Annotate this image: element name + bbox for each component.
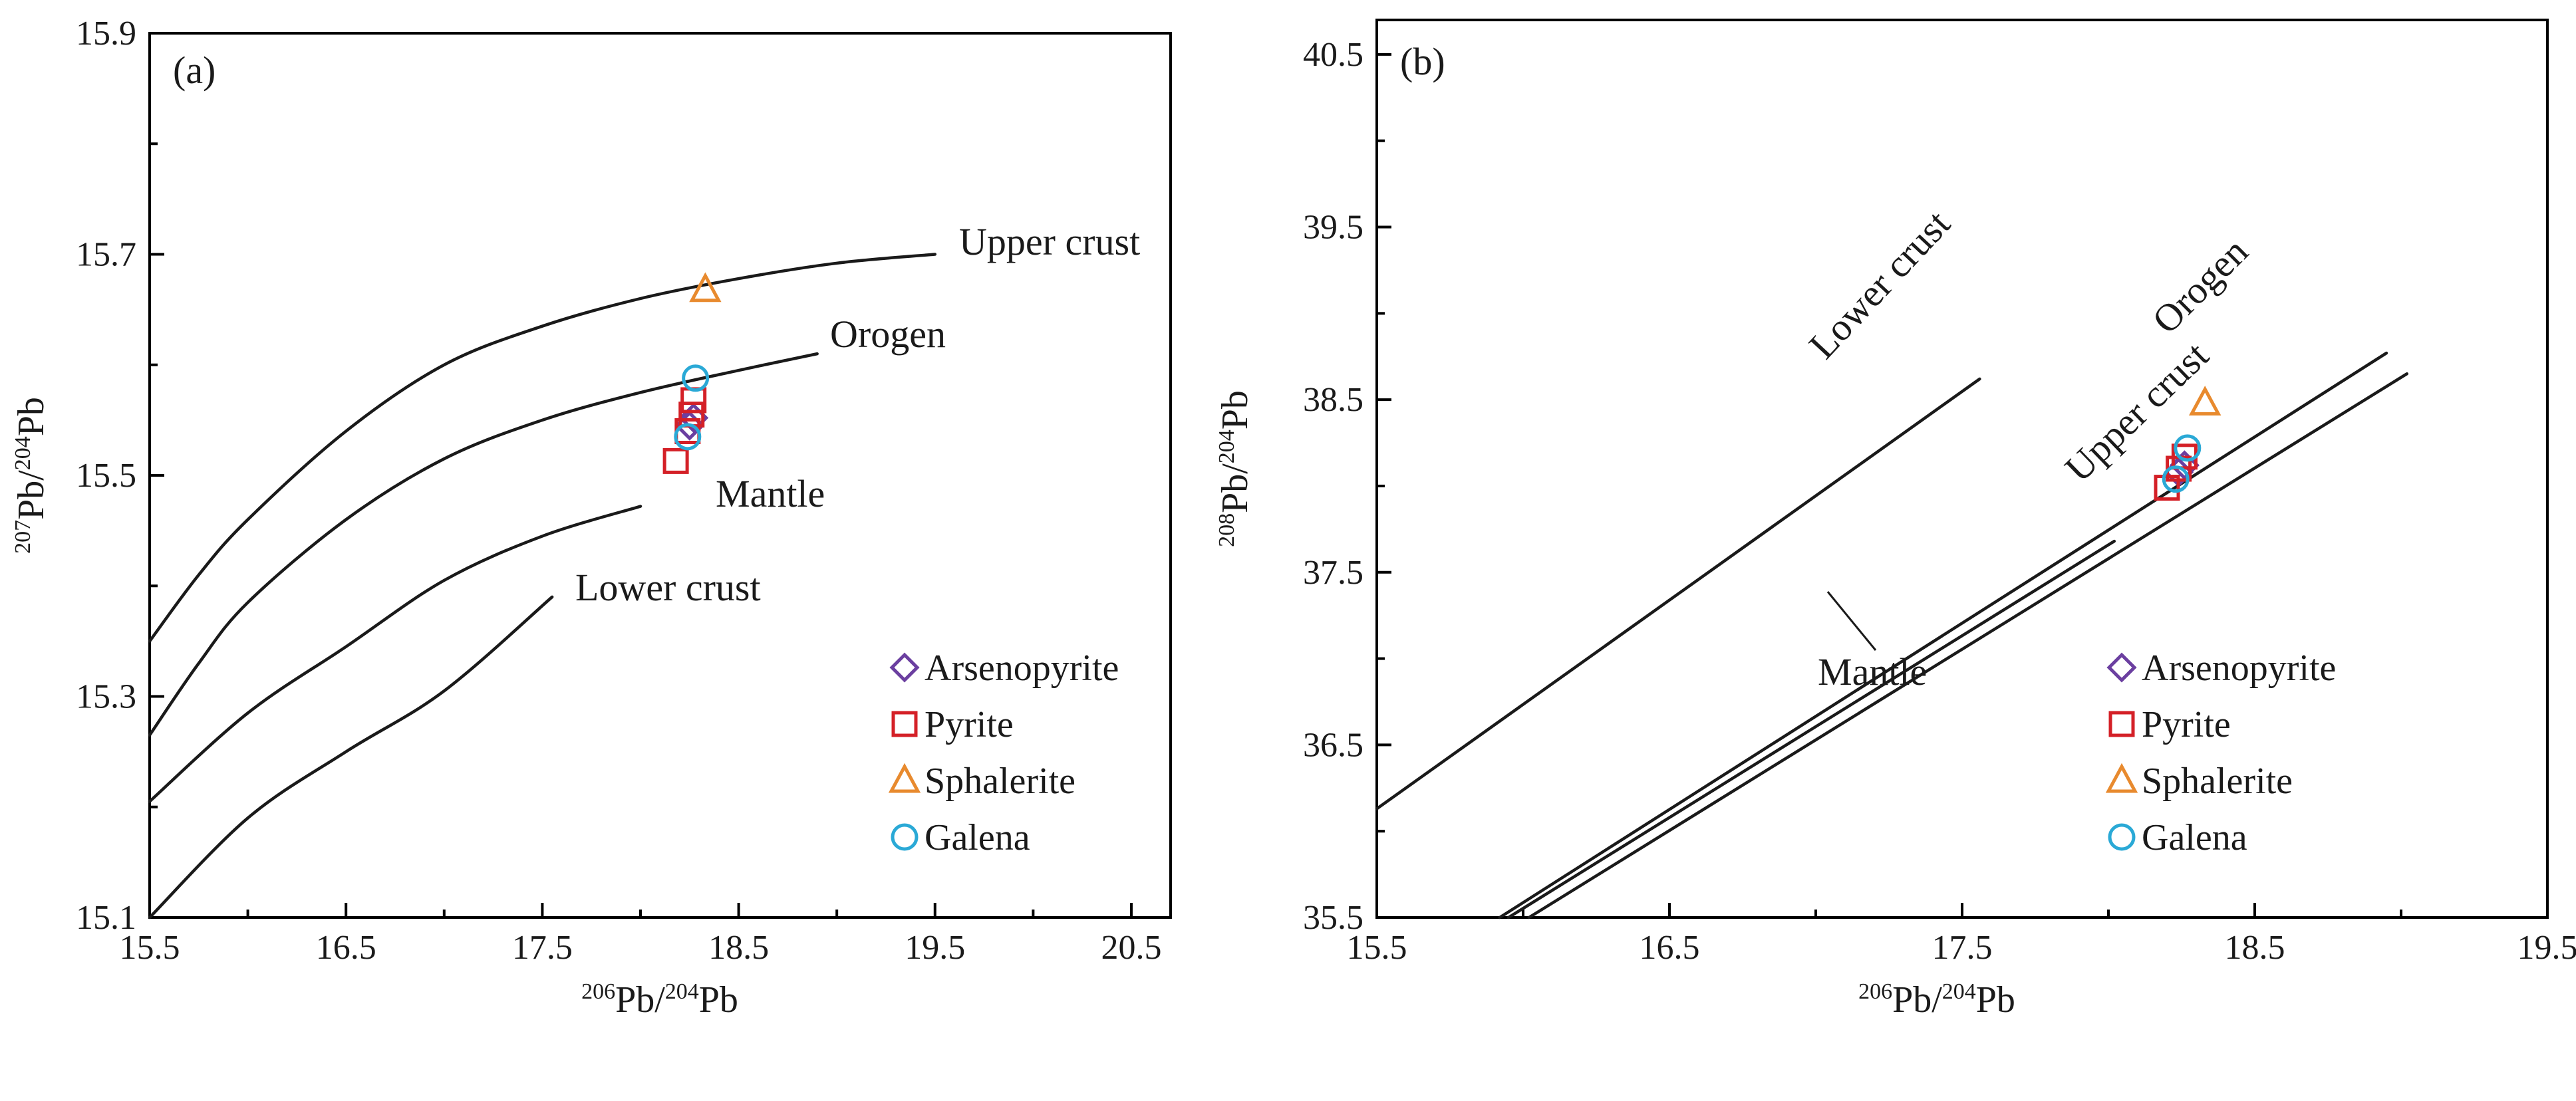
curve-label-lower-crust-b: Lower crust bbox=[1800, 202, 1959, 367]
legend-pyrite-label: Pyrite bbox=[2142, 704, 2231, 745]
x-tick-label: 18.5 bbox=[708, 929, 769, 967]
y-axis-a: 15.1 15.3 15.5 15.7 15.9 bbox=[76, 15, 164, 937]
curve-lower-crust-b bbox=[1375, 377, 1981, 810]
legend-sphalerite-label: Sphalerite bbox=[2142, 761, 2293, 802]
x-axis-label-a: 206Pb/204Pb bbox=[581, 979, 738, 1021]
curve-upper-crust-b bbox=[1527, 372, 2409, 919]
legend-b: Arsenopyrite Pyrite Sphalerite Galena bbox=[2105, 648, 2336, 858]
arsenopyrite-point bbox=[2169, 450, 2200, 481]
x-axis-label-b: 206Pb/204Pb bbox=[1858, 979, 2015, 1021]
curve-label-upper-crust: Upper crust bbox=[959, 220, 1140, 263]
curve-label-lower-crust: Lower crust bbox=[575, 566, 761, 609]
plot-frame-b bbox=[1375, 19, 2549, 919]
x-tick-label: 16.5 bbox=[1640, 929, 1700, 967]
curves-b bbox=[1375, 351, 2409, 919]
y-tick-label: 35.5 bbox=[1303, 899, 1363, 937]
x-axis-a: 15.5 16.5 17.5 18.5 19.5 20.5 bbox=[120, 903, 1161, 967]
curve-label-orogen: Orogen bbox=[830, 312, 946, 356]
x-tick-label: 19.5 bbox=[905, 929, 965, 967]
sphalerite-point bbox=[2189, 386, 2221, 416]
legend-pyrite-label: Pyrite bbox=[925, 704, 1014, 745]
y-tick-label: 39.5 bbox=[1303, 209, 1363, 247]
legend-sphalerite-marker bbox=[2105, 763, 2138, 793]
galena-point bbox=[2174, 434, 2202, 462]
curve-label-mantle-b: Mantle bbox=[1818, 650, 1927, 693]
legend-arsenopyrite-marker bbox=[2106, 652, 2137, 683]
panel-a: (a) 15.5 16.5 17.5 18.5 19.5 20.5 15.115.315.… bbox=[11, 15, 1172, 1021]
y-tick-label: 15.9 bbox=[76, 15, 136, 53]
legend-galena-label: Galena bbox=[2142, 817, 2247, 858]
y-tick-label: 40.5 bbox=[1303, 36, 1363, 74]
curve-label-mantle: Mantle bbox=[716, 472, 825, 515]
curve-orogen-a bbox=[148, 352, 819, 737]
curve-label-orogen-b: Orogen bbox=[2144, 229, 2256, 342]
markers-a bbox=[662, 272, 722, 474]
x-tick-label: 17.5 bbox=[1932, 929, 1993, 967]
legend-arsenopyrite-label: Arsenopyrite bbox=[925, 648, 1119, 689]
y-tick-label: 36.5 bbox=[1303, 726, 1363, 764]
panel-b: (b) 15.5 16.5 17.5 18.5 19.5 35.5 36.5 37.5 38.… bbox=[1215, 19, 2576, 1021]
y-tick-label: 15.5 bbox=[76, 457, 136, 495]
curve-mantle-a bbox=[148, 505, 643, 803]
x-tick-label: 18.5 bbox=[2225, 929, 2285, 967]
x-tick-label: 19.5 bbox=[2517, 929, 2576, 967]
curve-orogen-b bbox=[1498, 351, 2388, 919]
legend-pyrite-marker bbox=[891, 711, 918, 737]
curve-labels-b: Lower crust Orogen Upper crust Mantle bbox=[1800, 202, 2256, 693]
pyrite-point bbox=[662, 447, 689, 474]
curve-labels-a: Upper crust Orogen Mantle Lower crust bbox=[575, 220, 1140, 609]
legend-galena-marker bbox=[891, 823, 919, 851]
x-tick-label: 15.5 bbox=[120, 929, 180, 967]
x-tick-label: 20.5 bbox=[1101, 929, 1161, 967]
markers-b bbox=[2154, 386, 2221, 501]
legend-sphalerite-label: Sphalerite bbox=[925, 761, 1075, 802]
curve-lower-crust-a bbox=[148, 595, 554, 919]
galena-point bbox=[2162, 465, 2190, 493]
galena-point bbox=[682, 364, 710, 392]
y-tick-label: 15.1 bbox=[76, 899, 136, 937]
y-tick-label: 37.5 bbox=[1303, 554, 1363, 592]
x-tick-label: 15.5 bbox=[1347, 929, 1407, 967]
galena-point bbox=[674, 423, 702, 451]
x-axis-b: 15.5 16.5 17.5 18.5 19.5 bbox=[1347, 903, 2576, 967]
legend-arsenopyrite-marker bbox=[889, 652, 920, 683]
y-axis-label-a: 207Pb/204Pb bbox=[11, 397, 52, 554]
legend-sphalerite-marker bbox=[888, 763, 921, 793]
panel-label-a: (a) bbox=[173, 49, 215, 92]
curve-mantle-b bbox=[1506, 539, 2116, 919]
mantle-leader-line bbox=[1826, 591, 1877, 651]
x-tick-label: 17.5 bbox=[512, 929, 573, 967]
legend-pyrite-marker bbox=[2108, 711, 2135, 737]
curve-upper-crust-a bbox=[148, 253, 937, 643]
y-tick-label: 38.5 bbox=[1303, 381, 1363, 419]
y-tick-label: 15.3 bbox=[76, 678, 136, 716]
x-tick-label: 16.5 bbox=[316, 929, 376, 967]
curves-a bbox=[148, 253, 937, 919]
y-axis-b: 35.5 36.5 37.5 38.5 39.5 40.5 bbox=[1303, 36, 1391, 937]
y-axis-label-b: 208Pb/204Pb bbox=[1215, 390, 1256, 547]
panel-label-b: (b) bbox=[1400, 40, 1445, 83]
legend-a: Arsenopyrite Pyrite Sphalerite Galena bbox=[888, 648, 1119, 858]
legend-galena-marker bbox=[2108, 823, 2136, 851]
sphalerite-point bbox=[689, 272, 722, 303]
y-tick-label: 15.7 bbox=[76, 236, 136, 274]
legend-arsenopyrite-label: Arsenopyrite bbox=[2142, 648, 2336, 689]
legend-galena-label: Galena bbox=[925, 817, 1030, 858]
